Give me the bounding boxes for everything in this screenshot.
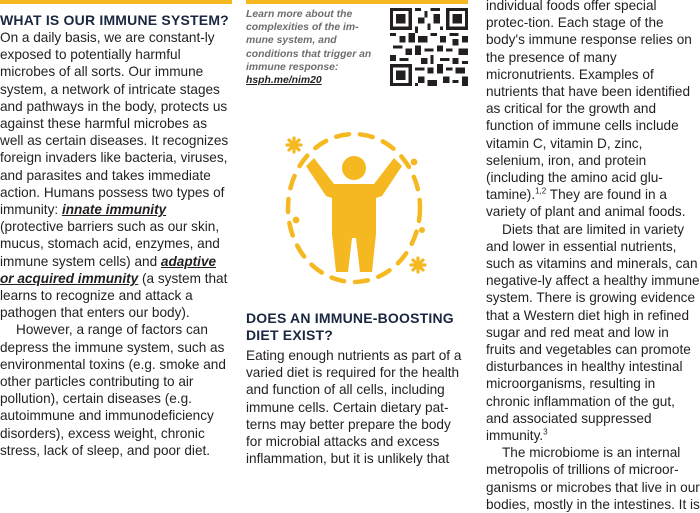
paragraph-microbiome: The microbiome is an internal metropolis…: [486, 445, 700, 512]
callout-accent-rule: [246, 0, 468, 4]
section-heading-immune-system: WHAT IS OUR IMMUNE SYSTEM?: [0, 12, 229, 28]
text-run: (a system that learns to recognize and a…: [0, 270, 228, 321]
callout-learn-more: Learn more about the complexities of the…: [246, 8, 386, 87]
qr-code-icon[interactable]: [390, 8, 468, 86]
citation: 3: [543, 427, 548, 437]
paragraph-micronutrients: individual foods offer special protec-ti…: [486, 0, 700, 221]
top-accent-rule: [0, 0, 232, 4]
text-run: They are found in a variety of plant and…: [486, 187, 686, 220]
paragraph-western-diet: Diets that are limited in variety and lo…: [486, 221, 700, 445]
column-right: individual foods offer special protec-ti…: [486, 0, 700, 513]
term-innate-immunity: innate immunity: [61, 202, 167, 218]
citation: 1,2: [535, 186, 547, 196]
callout-text: Learn more about the complexities of the…: [246, 9, 372, 73]
paragraph-immune-factors: However, a range of factors can depress …: [0, 322, 226, 458]
text-run: (protective barriers such as our skin, m…: [0, 219, 220, 269]
immune-person-icon: [285, 131, 427, 285]
callout-link[interactable]: hsph.me/nim20: [246, 75, 322, 87]
text-run: Diets that are limited in variety and lo…: [486, 221, 700, 444]
term-adaptive-immunity: adaptive or acquired immunity: [0, 253, 217, 286]
paragraph-immune-intro: On a daily basis, we are constant-ly exp…: [0, 29, 232, 321]
column-middle: DOES AN IMMUNE-BOOSTING DIET EXIST? Eati…: [246, 310, 468, 467]
column-left: WHAT IS OUR IMMUNE SYSTEM? On a daily ba…: [0, 0, 232, 459]
section-heading-immune-diet: DOES AN IMMUNE-BOOSTING DIET EXIST?: [246, 310, 454, 343]
text-run: On a daily basis, we are constant-ly exp…: [0, 30, 229, 218]
text-run: individual foods offer special protec-ti…: [486, 0, 692, 203]
paragraph-immune-diet: Eating enough nutrients as part of a var…: [246, 348, 462, 467]
